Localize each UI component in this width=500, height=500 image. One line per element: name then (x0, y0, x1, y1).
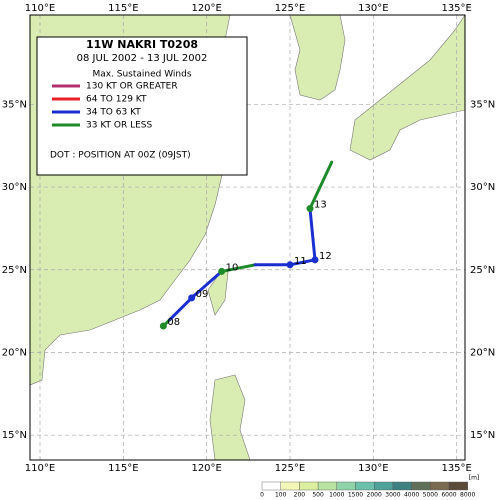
colorbar-cell (280, 481, 300, 491)
colorbar-label: 500 (312, 492, 324, 499)
track-leg (220, 263, 257, 273)
colorbar-cell (430, 481, 450, 491)
x-tick-label: 135°E (441, 3, 471, 14)
day-label: 10 (226, 262, 239, 273)
colorbar-cell (299, 481, 319, 491)
day-label: 11 (294, 256, 307, 267)
y-tick-label: 30°N (2, 182, 27, 193)
track: 08 09 10 11 12 13 (159, 160, 334, 330)
x-tick-label: 120°E (191, 463, 221, 474)
x-tick-label: 125°E (275, 463, 305, 474)
x-tick-label: 110°E (25, 3, 55, 14)
legend-items: 130 KT OR GREATER 64 TO 129 KT 34 TO 63 KT… (52, 82, 178, 131)
day-label: 13 (314, 200, 327, 211)
colorbar-cell (317, 481, 338, 491)
x-tick-label: 125°E (275, 3, 305, 14)
colorbar-cell (355, 481, 375, 491)
legend-label: 64 TO 129 KT (86, 95, 147, 105)
colorbar: 0 100 200 500 1000 1500 2000 3000 4000 5000 6000 80… (260, 475, 479, 499)
korea (289, 15, 346, 101)
position-dot (218, 267, 226, 275)
colorbar-label: 4000 (404, 492, 419, 499)
colorbar-label: 3000 (385, 492, 400, 499)
position-dot (306, 205, 314, 213)
title: 11W NAKRI T0208 (86, 38, 198, 51)
position-dot (286, 261, 294, 269)
y-tick-label: 25°N (2, 265, 27, 276)
track-leg (308, 207, 317, 262)
colorbar-cell (448, 481, 468, 491)
y-tick-label: 35°N (2, 99, 27, 110)
colorbar-label: 0 (260, 492, 264, 499)
colorbar-unit: [m] (469, 475, 480, 482)
position-dot (159, 322, 167, 330)
colorbar-label: 2000 (367, 492, 382, 499)
x-tick-label: 130°E (358, 3, 388, 14)
colorbar-label: 6000 (441, 492, 456, 499)
colorbar-label: 1500 (348, 492, 363, 499)
legend-heading: Max. Sustained Winds (92, 70, 191, 80)
x-tick-label: 115°E (108, 463, 138, 474)
legend-label: 130 KT OR GREATER (86, 82, 178, 92)
colorbar-cell (392, 481, 412, 491)
position-dot (311, 256, 319, 264)
y-tick-label: 15°N (2, 430, 27, 441)
y-tick-label: 30°N (470, 182, 495, 193)
x-tick-label: 115°E (108, 3, 138, 14)
day-label: 12 (319, 251, 332, 262)
x-tick-label: 110°E (25, 463, 55, 474)
x-tick-label: 135°E (441, 463, 471, 474)
japan (349, 15, 465, 161)
legend: 11W NAKRI T0208 08 JUL 2002 - 13 JUL 200… (36, 36, 248, 176)
taiwan (207, 269, 229, 316)
grid: 110°E 110°E 115°E 115°E 120°E 120°E 125°E 125°E… (2, 3, 495, 474)
y-tick-label: 20°N (470, 347, 495, 358)
track-leg (308, 160, 334, 211)
colorbar-label: 8000 (460, 492, 475, 499)
dot-note: DOT : POSITION AT 00Z (09JST) (50, 151, 191, 161)
colorbar-cell (261, 481, 281, 491)
y-tick-label: 20°N (2, 347, 27, 358)
period: 08 JUL 2002 - 13 JUL 2002 (77, 53, 208, 64)
colorbar-label: 200 (294, 492, 306, 499)
position-dot (188, 294, 196, 302)
legend-box (36, 36, 248, 176)
colorbar-label: 1000 (329, 492, 344, 499)
colorbar-label: 5000 (423, 492, 438, 499)
colorbar-cell (374, 481, 394, 491)
map-frame (29, 14, 466, 461)
x-tick-label: 120°E (191, 3, 221, 14)
y-tick-label: 35°N (470, 99, 495, 110)
colorbar-label: 100 (275, 492, 287, 499)
legend-label: 34 TO 63 KT (86, 108, 141, 118)
y-tick-label: 25°N (470, 265, 495, 276)
luzon (209, 374, 251, 460)
x-tick-label: 130°E (358, 463, 388, 474)
y-tick-label: 15°N (470, 430, 495, 441)
day-label: 08 (167, 317, 180, 328)
day-label: 09 (196, 289, 209, 300)
colorbar-cell (336, 481, 356, 491)
colorbar-cell (411, 481, 431, 491)
legend-label: 33 KT OR LESS (86, 121, 152, 131)
track-leg (288, 258, 317, 267)
track-leg (190, 269, 224, 300)
track-leg (168, 296, 194, 321)
